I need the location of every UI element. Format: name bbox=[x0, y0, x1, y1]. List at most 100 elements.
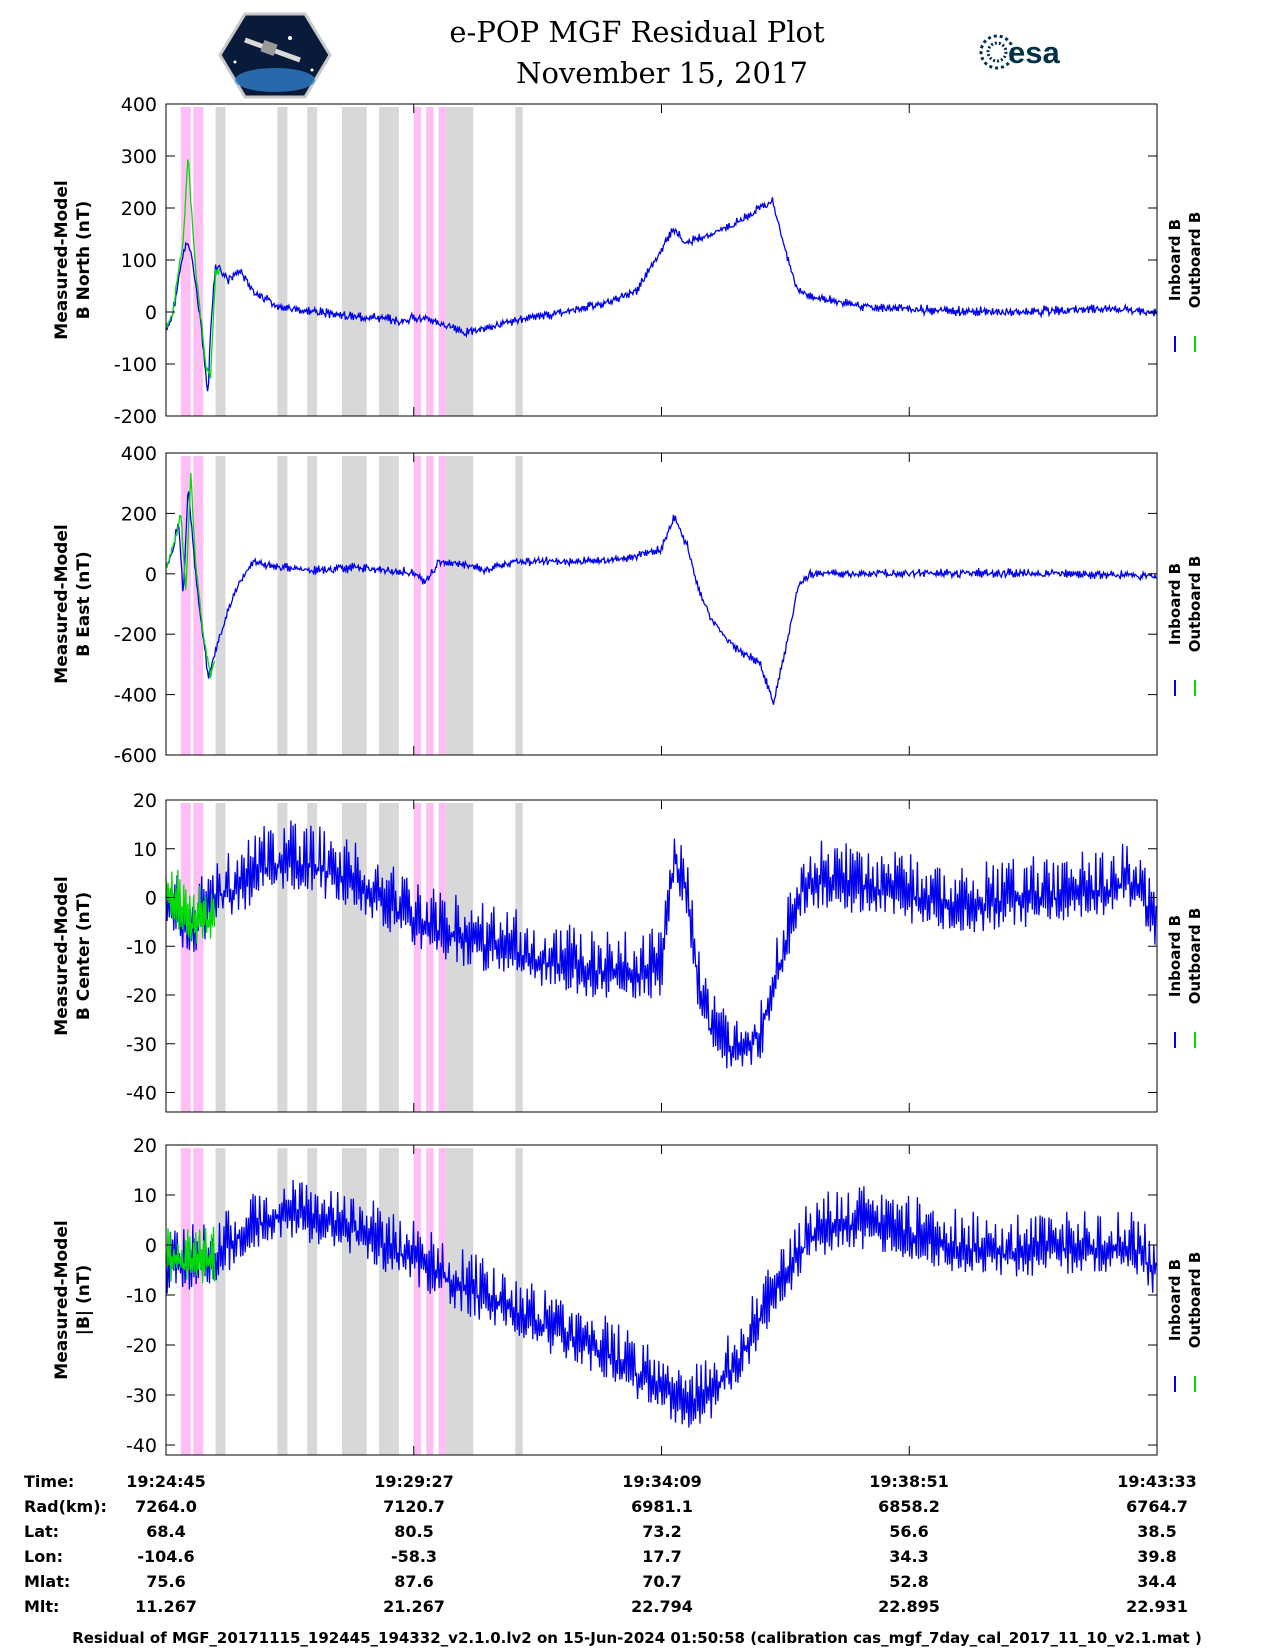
gray-band bbox=[215, 456, 226, 755]
table-cell: -58.3 bbox=[391, 1547, 437, 1566]
inboard-b-series bbox=[165, 1179, 1157, 1428]
table-cell: 75.6 bbox=[146, 1572, 185, 1591]
y-tick-label: -30 bbox=[126, 1385, 157, 1407]
table-row-label: Lat: bbox=[24, 1522, 59, 1541]
pink-band bbox=[426, 1148, 434, 1455]
y-tick-label: -400 bbox=[114, 685, 157, 707]
y-axis-label: Measured-Model bbox=[52, 524, 72, 683]
outboard-b-series bbox=[165, 1226, 216, 1284]
gray-band bbox=[379, 803, 399, 1112]
gray-band bbox=[277, 107, 288, 416]
panel-4: 20 10 0 -10 -20 -30 -40 Measured-Model |B| (nT) I… bbox=[52, 1135, 1204, 1457]
legend: Inboard B Outboard B bbox=[1166, 908, 1204, 1048]
gray-band bbox=[307, 456, 318, 755]
gray-band bbox=[515, 456, 523, 755]
y-tick-label: 20 bbox=[133, 1135, 157, 1157]
footer-note: Residual of MGF_20171115_192445_194332_v… bbox=[72, 1629, 1202, 1647]
legend-label-outboard: Outboard B bbox=[1186, 908, 1204, 1005]
table-row-label: Rad(km): bbox=[24, 1497, 107, 1516]
y-tick-label: 10 bbox=[133, 1185, 157, 1207]
pink-band bbox=[426, 803, 434, 1112]
pink-band bbox=[193, 1148, 204, 1455]
y-tick-label: -10 bbox=[126, 1285, 157, 1307]
outboard-b-series bbox=[165, 473, 216, 679]
gray-band bbox=[379, 107, 399, 416]
table-cell: 22.931 bbox=[1126, 1597, 1188, 1616]
pink-band bbox=[193, 456, 204, 755]
inboard-b-series bbox=[165, 491, 1157, 705]
legend-label-outboard: Outboard B bbox=[1186, 1252, 1204, 1349]
pink-band bbox=[426, 456, 434, 755]
legend: Inboard B Outboard B bbox=[1166, 212, 1204, 352]
table-row-label: Mlat: bbox=[24, 1572, 70, 1591]
y-tick-label: -200 bbox=[114, 624, 157, 646]
outboard-b-series bbox=[165, 159, 221, 379]
table-cell: 34.4 bbox=[1137, 1572, 1176, 1591]
pink-band bbox=[438, 803, 446, 1112]
gray-band bbox=[277, 456, 288, 755]
y-axis-label: B North (nT) bbox=[74, 201, 94, 320]
y-tick-label: 200 bbox=[121, 198, 157, 220]
legend-label-outboard: Outboard B bbox=[1186, 556, 1204, 653]
table-cell: 11.267 bbox=[135, 1597, 197, 1616]
gray-band bbox=[277, 1148, 288, 1455]
table-cell: 6981.1 bbox=[631, 1497, 693, 1516]
gray-band bbox=[515, 107, 523, 416]
y-axis-label: Measured-Model bbox=[52, 1220, 72, 1379]
table-cell: 17.7 bbox=[642, 1547, 681, 1566]
panel-1: 400 300 200 100 0 -100 -200 Measured-Model B Nor… bbox=[52, 94, 1204, 428]
y-tick-label: -600 bbox=[114, 745, 157, 767]
pink-band bbox=[438, 107, 446, 416]
y-axis-label: B East (nT) bbox=[74, 551, 94, 656]
table-cell: 19:43:33 bbox=[1117, 1472, 1197, 1491]
table-cell: -104.6 bbox=[137, 1547, 194, 1566]
table-cell: 22.794 bbox=[631, 1597, 693, 1616]
table-cell: 70.7 bbox=[642, 1572, 681, 1591]
pink-band bbox=[413, 107, 422, 416]
legend: Inboard B Outboard B bbox=[1166, 556, 1204, 696]
table-cell: 68.4 bbox=[146, 1522, 185, 1541]
legend-label-outboard: Outboard B bbox=[1186, 212, 1204, 309]
table-cell: 34.3 bbox=[889, 1547, 928, 1566]
table-cell: 52.8 bbox=[889, 1572, 928, 1591]
pink-band bbox=[193, 107, 204, 416]
gray-band bbox=[307, 1148, 318, 1455]
pink-band bbox=[193, 803, 204, 1112]
pink-band bbox=[180, 1148, 191, 1455]
table-cell: 73.2 bbox=[642, 1522, 681, 1541]
y-axis-label: |B| (nT) bbox=[74, 1265, 94, 1336]
gray-band bbox=[443, 456, 474, 755]
table-row-label: Mlt: bbox=[24, 1597, 59, 1616]
legend-label-inboard: Inboard B bbox=[1166, 915, 1184, 997]
y-tick-label: -40 bbox=[126, 1435, 157, 1457]
table-cell: 39.8 bbox=[1137, 1547, 1176, 1566]
gray-band bbox=[307, 803, 318, 1112]
y-tick-label: 10 bbox=[133, 839, 157, 861]
table-row-label: Lon: bbox=[24, 1547, 63, 1566]
y-tick-label: 300 bbox=[121, 146, 157, 168]
table-cell: 56.6 bbox=[889, 1522, 928, 1541]
panel-2: 400 200 0 -200 -400 -600 Measured-Model B East … bbox=[52, 443, 1204, 767]
table-cell: 19:34:09 bbox=[622, 1472, 702, 1491]
legend: Inboard B Outboard B bbox=[1166, 1252, 1204, 1392]
y-tick-label: 0 bbox=[145, 564, 157, 586]
table-row-label: Time: bbox=[24, 1472, 74, 1491]
y-tick-label: -40 bbox=[126, 1083, 157, 1105]
y-axis-label: B Center (nT) bbox=[74, 892, 94, 1020]
pink-band bbox=[426, 107, 434, 416]
y-tick-label: -30 bbox=[126, 1034, 157, 1056]
esa-logo-text: esa bbox=[1008, 35, 1060, 70]
y-tick-label: -100 bbox=[114, 354, 157, 376]
y-tick-label: 0 bbox=[145, 888, 157, 910]
gray-band bbox=[443, 107, 474, 416]
gray-band bbox=[341, 456, 367, 755]
y-tick-label: -20 bbox=[126, 1335, 157, 1357]
gray-band bbox=[215, 803, 226, 1112]
table-cell: 38.5 bbox=[1137, 1522, 1176, 1541]
y-tick-label: 0 bbox=[145, 302, 157, 324]
y-tick-label: -10 bbox=[126, 936, 157, 958]
table-cell: 22.895 bbox=[878, 1597, 940, 1616]
legend-label-inboard: Inboard B bbox=[1166, 563, 1184, 645]
table-cell: 19:29:27 bbox=[374, 1472, 454, 1491]
